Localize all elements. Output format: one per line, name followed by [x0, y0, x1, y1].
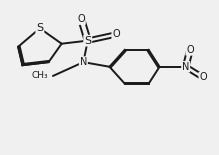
- Text: N: N: [182, 62, 189, 72]
- Text: O: O: [112, 29, 120, 40]
- Text: CH₃: CH₃: [32, 71, 49, 80]
- Text: O: O: [199, 73, 207, 82]
- Text: O: O: [186, 45, 194, 55]
- Text: S: S: [36, 23, 43, 33]
- Text: O: O: [77, 14, 85, 24]
- Text: N: N: [80, 57, 87, 67]
- Text: S: S: [84, 36, 91, 46]
